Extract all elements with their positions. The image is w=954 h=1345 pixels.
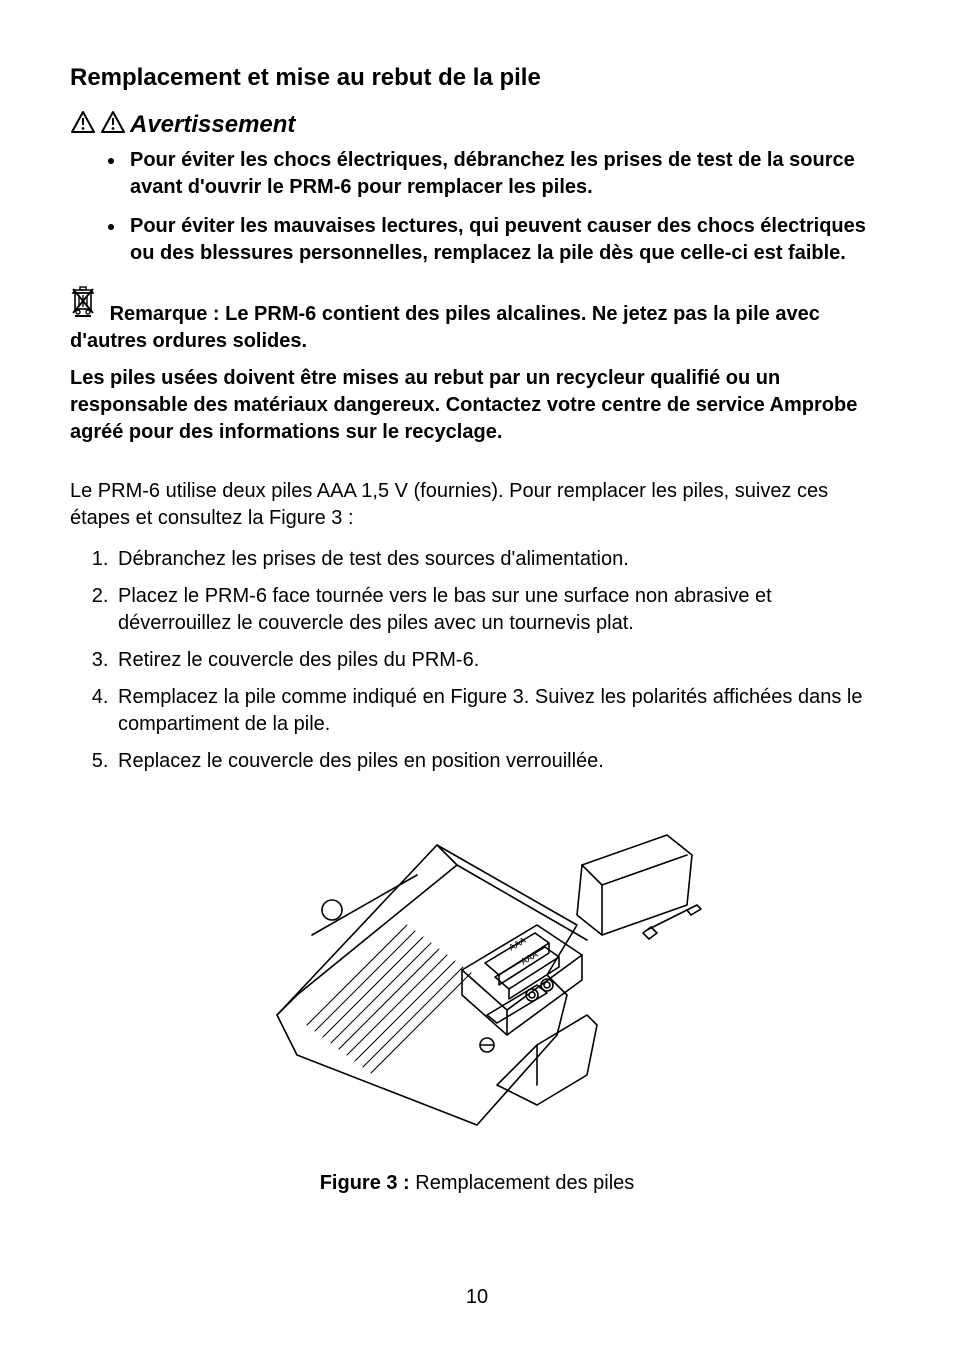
note-text: Remarque : Le PRM-6 contient des piles a… <box>70 303 820 352</box>
battery-label: AAA <box>507 935 528 953</box>
disposal-paragraph: Les piles usées doivent être mises au re… <box>70 365 884 446</box>
warning-bullet: Pour éviter les chocs électriques, débra… <box>126 147 884 201</box>
figure-label: Figure 3 : <box>320 1172 410 1194</box>
document-page: Remplacement et mise au rebut de la pile… <box>0 0 954 1345</box>
warning-bullet-list: Pour éviter les chocs électriques, débra… <box>70 147 884 267</box>
section-heading: Remplacement et mise au rebut de la pile <box>70 64 884 92</box>
note-block: Remarque : Le PRM-6 contient des piles a… <box>70 285 884 355</box>
warning-header: Avertissement <box>70 110 884 139</box>
warning-triangle-icon <box>100 110 126 139</box>
figure-caption-text: Remplacement des piles <box>415 1172 634 1194</box>
figure-caption: Figure 3 : Remplacement des piles <box>70 1172 884 1195</box>
figure-3: AAA AAA Figure 3 : Remplacement des pile… <box>70 795 884 1195</box>
warning-triangle-icon <box>70 110 96 139</box>
step-item: Replacez le couvercle des piles en posit… <box>114 748 884 775</box>
weee-bin-icon <box>70 285 96 325</box>
intro-paragraph: Le PRM-6 utilise deux piles AAA 1,5 V (f… <box>70 478 884 532</box>
step-item: Retirez le couvercle des piles du PRM-6. <box>114 647 884 674</box>
warning-title: Avertissement <box>130 111 295 139</box>
step-item: Remplacez la pile comme indiqué en Figur… <box>114 684 884 738</box>
device-illustration: AAA AAA <box>237 795 717 1155</box>
warning-bullet: Pour éviter les mauvaises lectures, qui … <box>126 213 884 267</box>
page-number: 10 <box>0 1286 954 1309</box>
step-item: Placez le PRM-6 face tournée vers le bas… <box>114 583 884 637</box>
step-item: Débranchez les prises de test des source… <box>114 546 884 573</box>
steps-list: Débranchez les prises de test des source… <box>70 546 884 775</box>
